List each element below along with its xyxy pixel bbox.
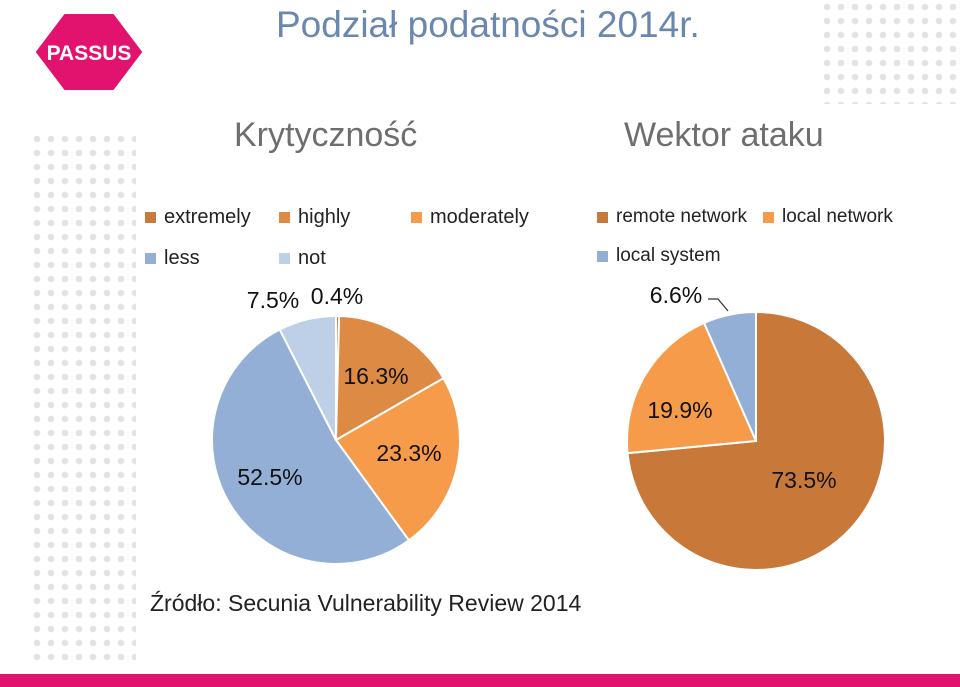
legend-item-not: not <box>279 247 326 270</box>
pie-slice-local-network <box>626 321 758 455</box>
legend-label: not <box>298 247 326 269</box>
legend-label: highly <box>298 206 351 228</box>
legend-item-local-network: local network <box>763 206 893 228</box>
legend-swatch <box>145 212 156 223</box>
legend-swatch <box>279 253 290 264</box>
legend-label: local network <box>782 206 893 227</box>
data-label-local-network: 19.9% <box>647 397 712 423</box>
decorative-dot-grid-left <box>30 132 136 662</box>
legend-swatch <box>597 250 608 262</box>
legend-swatch <box>145 253 156 264</box>
data-label-local-system: 6.6% <box>650 282 702 308</box>
legend-label: extremely <box>164 206 251 228</box>
legend-item-remote-network: remote network <box>597 206 747 228</box>
legend-item-extremely: extremely <box>145 206 251 229</box>
leader-line <box>708 298 729 312</box>
legend-label: remote network <box>616 206 747 227</box>
data-label-extremely: 0.4% <box>311 283 363 309</box>
pie-slice-local-system <box>702 310 757 442</box>
pie-slice-not <box>278 314 337 441</box>
chart-title-criticality: Krytyczność <box>234 116 418 154</box>
bottom-accent-bar <box>0 674 960 687</box>
data-label-less: 52.5% <box>237 464 302 490</box>
decorative-dot-grid-right <box>820 0 960 104</box>
data-label-moderately: 23.3% <box>376 440 441 466</box>
legend-label: local system <box>616 245 721 266</box>
logo-text: PASSUS <box>47 42 132 65</box>
pie-slice-moderately <box>334 376 461 542</box>
legend-swatch <box>279 212 290 223</box>
legend-swatch <box>763 211 774 223</box>
legend-label: less <box>164 247 200 269</box>
pie-slice-highly <box>334 315 445 442</box>
data-label-not: 7.5% <box>247 287 299 313</box>
pie-slice-less <box>210 328 411 565</box>
chart-title-attack-vector: Wektor ataku <box>624 116 824 154</box>
legend-item-local-system: local system <box>597 245 721 267</box>
legend-item-less: less <box>145 247 200 270</box>
data-label-remote-network: 73.5% <box>771 467 836 493</box>
legend-swatch <box>411 212 422 223</box>
legend-swatch <box>597 211 608 223</box>
legend-item-moderately: moderately <box>411 206 529 229</box>
source-citation: Źródło: Secunia Vulnerability Review 201… <box>150 590 582 616</box>
legend-item-highly: highly <box>279 206 350 229</box>
passus-logo: PASSUS <box>36 14 142 90</box>
legend-label: moderately <box>430 206 529 228</box>
data-label-highly: 16.3% <box>343 363 408 389</box>
page-title: Podział podatności 2014r. <box>276 4 700 45</box>
